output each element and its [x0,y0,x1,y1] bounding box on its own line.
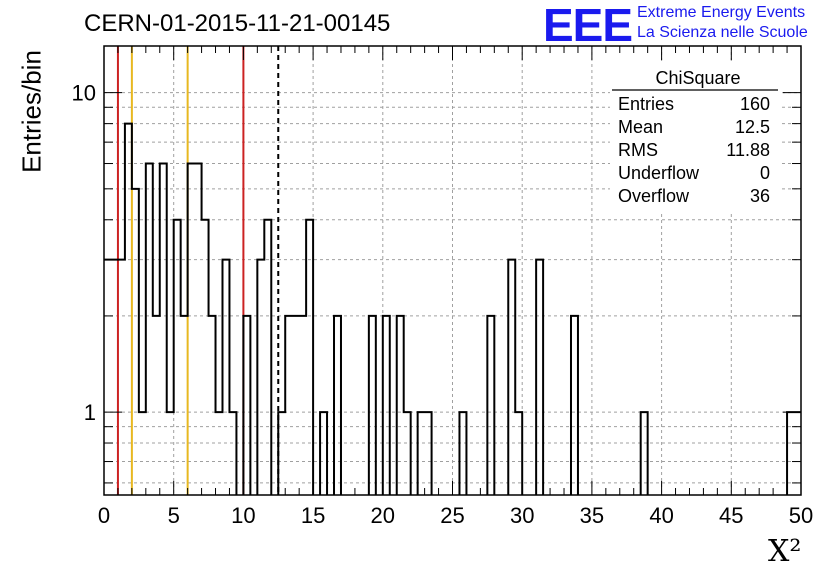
histogram-bin [160,164,167,495]
y-tick-label: 10 [72,81,96,106]
histogram-bin [383,316,390,495]
histogram-bin [257,260,264,495]
stats-label: RMS [618,140,658,160]
histogram-bin [397,316,404,495]
stats-label: Underflow [618,163,700,183]
histogram-bin [243,316,250,495]
stats-value: 36 [750,186,770,206]
grid-layer [104,46,801,495]
stats-value: 11.88 [726,140,770,160]
histogram-bin [292,316,299,495]
x-tick-label: 50 [789,503,813,528]
x-tick-label: 30 [510,503,534,528]
eee-logo: EEE [543,0,633,51]
x-tick-label: 25 [440,503,464,528]
logo-line-2: La Scienza nelle Scuole [637,24,808,41]
histogram-bin [536,260,543,495]
histogram-bin [222,260,229,495]
histogram-bin [285,316,292,495]
axis-ticks: 0 5 10 15 20 25 30 35 40 45 50 1 10 [72,46,813,528]
histogram-bin [306,220,313,495]
histogram-bin [153,316,160,495]
stats-value: 160 [740,94,770,114]
histogram-bin [571,316,578,495]
histogram-bin [369,316,376,495]
histogram-bin [104,260,111,495]
stats-label: Mean [618,117,663,137]
stats-box: ChiSquare Entries 160 Mean 12.5 RMS 11.88 Under… [610,64,780,214]
histogram-bin [195,164,202,495]
y-axis-label: Entries/bin [16,50,47,173]
histogram-layer [104,122,801,495]
histogram-bin [125,124,132,495]
histogram-bin [264,220,271,495]
histogram-bin [174,220,181,495]
x-tick-label: 35 [580,503,604,528]
histogram-bin [188,164,195,495]
y-tick-label: 1 [84,400,96,425]
stats-label: Entries [618,94,674,114]
histogram-bin [146,164,153,495]
histogram-bin [118,260,125,495]
histogram-bin [487,316,494,495]
x-tick-label: 40 [649,503,673,528]
x-axis-label: X² [768,534,802,569]
x-tick-label: 10 [231,503,255,528]
histogram-bin [202,220,209,495]
x-tick-label: 15 [301,503,325,528]
histogram-bin [181,316,188,495]
histogram-bin [209,316,216,495]
histogram-bin [299,316,306,495]
histogram-bin [508,260,515,495]
histogram-bin [111,260,118,495]
chart-title: CERN-01-2015-11-21-00145 [84,10,391,37]
stats-value: 0 [760,163,770,183]
stats-value: 12.5 [735,117,770,137]
x-tick-label: 20 [371,503,395,528]
stats-title: ChiSquare [655,68,740,88]
stats-background [610,64,780,214]
x-tick-label: 0 [98,503,110,528]
x-tick-label: 5 [168,503,180,528]
histogram-bin [132,189,139,495]
marker-lines [116,46,280,495]
histogram-outline [104,122,801,495]
histogram-bin [334,316,341,495]
stats-label: Overflow [618,186,690,206]
x-tick-label: 45 [719,503,743,528]
logo-line-1: Extreme Energy Events [637,4,806,21]
